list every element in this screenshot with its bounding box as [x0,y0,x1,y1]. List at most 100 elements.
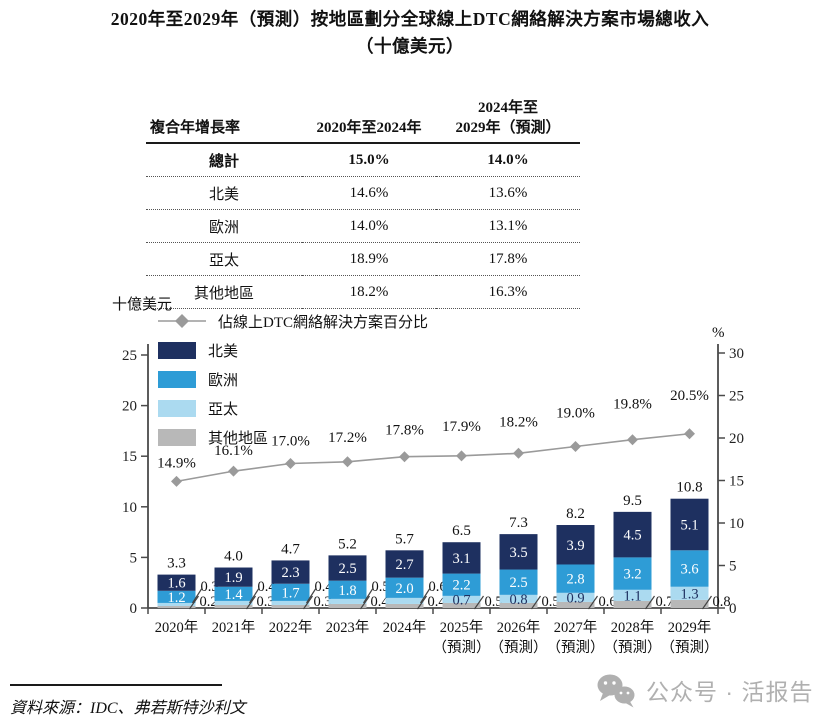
svg-text:5.7: 5.7 [395,531,414,547]
svg-text:0.2: 0.2 [200,594,218,610]
svg-text:0.5: 0.5 [485,594,503,610]
svg-text:3.5: 3.5 [509,545,527,561]
legend-item-north-america: 北美 [158,340,428,360]
svg-text:4.7: 4.7 [281,541,300,557]
svg-text:1.4: 1.4 [224,587,243,603]
table-row-north-america: 北美 14.6% 13.6% [146,176,580,210]
svg-text:2.2: 2.2 [452,578,470,594]
svg-text:9.5: 9.5 [623,493,642,509]
svg-text:19.0%: 19.0% [556,406,595,422]
table-row-other-regions: 其他地區 18.2% 16.3% [146,275,580,309]
watermark: 公众号 · 活报告 [596,672,813,708]
svg-text:3.3: 3.3 [167,556,186,572]
svg-text:5: 5 [729,559,737,575]
svg-text:2021年: 2021年 [212,619,256,636]
svg-text:1.7: 1.7 [281,585,299,601]
watermark-text: 公众号 · 活报告 [646,679,814,705]
source-note: 資料來源：IDC、弗若斯特沙利文 [10,700,246,717]
svg-text:（預測）: （預測） [604,639,662,656]
svg-text:4.5: 4.5 [623,528,641,544]
svg-text:20: 20 [122,399,137,415]
cagr-header-metric: 複合年增長率 [146,94,302,144]
svg-text:3.9: 3.9 [566,538,584,554]
svg-text:3.6: 3.6 [680,562,698,578]
svg-text:2027年: 2027年 [554,619,598,636]
svg-text:0.3: 0.3 [257,594,275,610]
svg-text:1.2: 1.2 [167,590,185,606]
stacked-bar-line-chart: 05101520250510152025303.31.61.20.30.2202… [122,344,744,656]
legend-label-other-regions: 其他地區 [208,430,269,447]
svg-text:（預測）: （預測） [661,639,719,656]
other-regions-swatch-icon [158,428,196,446]
svg-text:2024年: 2024年 [383,619,427,636]
svg-text:25: 25 [729,389,744,405]
svg-text:0.8: 0.8 [713,594,731,610]
legend-item-europe: 歐洲 [158,369,428,389]
svg-text:2025年: 2025年 [440,619,484,636]
svg-text:2.5: 2.5 [338,561,356,577]
svg-text:2028年: 2028年 [611,619,655,636]
svg-text:8.2: 8.2 [566,506,585,522]
svg-text:17.8%: 17.8% [385,423,424,439]
cagr-header-2024-2029: 2024年至 2029年（預測） [436,94,580,144]
cagr-table-header-row: 複合年增長率 2020年至2024年 2024年至 2029年（預測） [146,94,580,144]
svg-text:2.8: 2.8 [566,572,584,588]
chart-title-line2: （十億美元） [356,36,464,56]
svg-text:0: 0 [130,601,138,617]
svg-text:2.3: 2.3 [281,565,299,581]
wechat-icon [597,674,635,708]
svg-text:4.0: 4.0 [224,549,243,565]
svg-text:0: 0 [729,601,737,617]
svg-text:5.2: 5.2 [338,536,357,552]
apac-swatch-icon [158,399,196,417]
svg-text:17.2%: 17.2% [328,430,367,446]
chart-title: 2020年至2029年（預測）按地區劃分全球線上DTC網絡解決方案市場總收入 （… [0,6,820,60]
table-row-europe: 歐洲 14.0% 13.1% [146,209,580,243]
svg-text:19.8%: 19.8% [613,397,652,413]
svg-text:0.4: 0.4 [371,594,390,610]
svg-text:0.8: 0.8 [509,592,527,608]
svg-text:14.9%: 14.9% [157,455,196,471]
svg-text:0.3: 0.3 [314,594,332,610]
svg-text:2023年: 2023年 [326,619,370,636]
svg-text:（預測）: （預測） [490,639,548,656]
svg-text:6.5: 6.5 [452,523,471,539]
legend-label-apac: 亞太 [208,401,239,418]
svg-text:0.7: 0.7 [656,594,674,610]
svg-text:3.1: 3.1 [452,551,470,567]
svg-text:2022年: 2022年 [269,619,313,636]
svg-text:10: 10 [122,500,137,516]
svg-text:5: 5 [130,550,138,566]
chart-legend: 佔線上DTC網絡解決方案百分比 北美 歐洲 亞太 其他地區 [158,311,428,456]
legend-item-other-regions: 其他地區 [158,427,428,447]
svg-text:5.1: 5.1 [680,518,698,534]
svg-text:17.0%: 17.0% [271,434,310,450]
svg-text:30: 30 [729,346,744,362]
svg-text:20.5%: 20.5% [670,388,709,404]
svg-text:2029年: 2029年 [668,619,712,636]
table-row-apac: 亞太 18.9% 17.8% [146,242,580,276]
svg-text:（預測）: （預測） [547,639,605,656]
source-divider [10,684,222,686]
svg-text:15: 15 [122,449,137,465]
legend-item-apac: 亞太 [158,398,428,418]
table-row-total: 總計 15.0% 14.0% [146,143,580,177]
svg-text:20: 20 [729,431,744,447]
chart-title-line1: 2020年至2029年（預測）按地區劃分全球線上DTC網絡解決方案市場總收入 [110,9,710,29]
svg-text:1.3: 1.3 [680,586,698,602]
svg-text:0.5: 0.5 [372,579,390,595]
svg-text:7.3: 7.3 [509,515,528,531]
legend-item-line: 佔線上DTC網絡解決方案百分比 [158,311,428,331]
svg-text:0.6: 0.6 [599,594,617,610]
svg-text:10: 10 [729,516,744,532]
svg-text:2020年: 2020年 [155,619,199,636]
legend-label-north-america: 北美 [208,343,239,360]
svg-text:10.8: 10.8 [676,480,702,496]
svg-text:2.7: 2.7 [395,557,413,573]
svg-text:2026年: 2026年 [497,619,541,636]
svg-text:0.5: 0.5 [542,594,560,610]
svg-text:1.9: 1.9 [224,570,242,586]
cagr-table: 複合年增長率 2020年至2024年 2024年至 2029年（預測） 總計 1… [146,94,580,309]
line-diamond-marker-icon [158,314,206,328]
north-america-swatch-icon [158,341,196,359]
